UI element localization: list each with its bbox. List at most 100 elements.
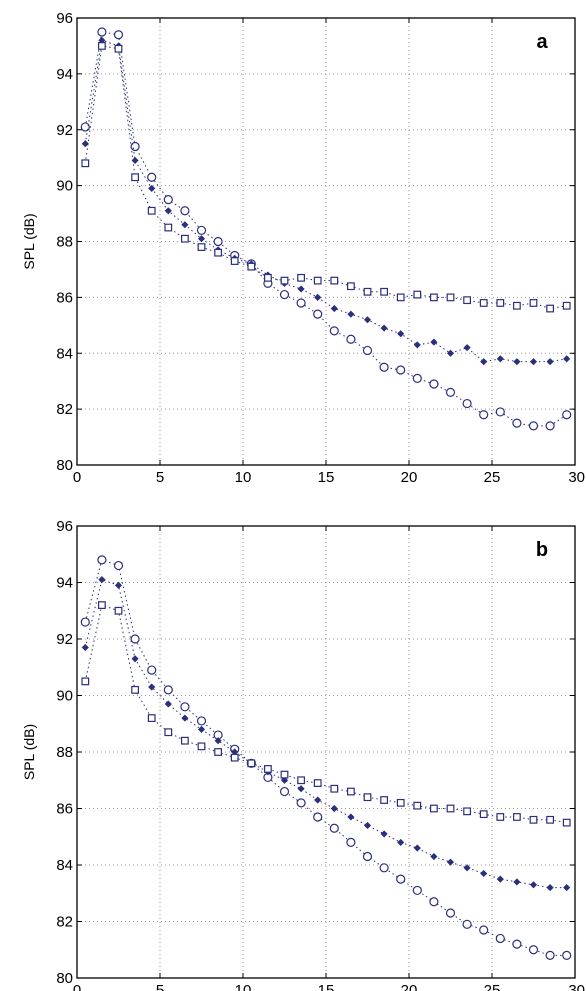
circle-marker: [80, 122, 90, 132]
circle-marker: [495, 407, 505, 417]
square-marker: [479, 810, 488, 819]
diamond-marker: [397, 838, 405, 846]
y-tick-label: 88: [56, 234, 73, 251]
diamond-marker: [148, 184, 156, 192]
square-marker: [197, 243, 206, 251]
square-marker: [546, 815, 554, 824]
diamond-marker: [131, 655, 139, 663]
circle-marker: [213, 236, 223, 247]
y-tick-label: 92: [56, 122, 73, 139]
square-marker: [330, 276, 339, 285]
diamond-marker: [114, 581, 123, 589]
diamond-marker: [546, 358, 554, 366]
circle-marker: [412, 885, 422, 896]
diamond-marker: [463, 864, 471, 872]
circle-marker: [512, 418, 522, 428]
circle-marker: [163, 194, 173, 205]
square-marker: [446, 293, 455, 302]
circle-marker: [180, 702, 190, 712]
series-line: [84, 31, 567, 427]
y-tick-label: 92: [56, 631, 73, 648]
diamond-marker: [363, 316, 372, 324]
circle-marker: [495, 933, 505, 944]
square-marker: [363, 287, 372, 296]
diamond-marker: [480, 358, 488, 366]
diamond-marker: [463, 344, 471, 352]
diamond-marker: [98, 576, 106, 584]
x-tick-label: 15: [318, 982, 335, 991]
diamond-marker: [513, 878, 521, 886]
diamond-marker: [197, 725, 206, 733]
y-tick-label: 86: [56, 289, 73, 306]
circle-marker: [479, 410, 489, 420]
y-tick-label: 88: [56, 744, 73, 761]
y-tick-label: 82: [56, 914, 73, 931]
circle-marker: [196, 716, 207, 726]
chart-panel-a: 0 5 10 15 20 25 30 80 82 84 86 88 90 92 94 96 SPL (dB) a: [21, 10, 585, 486]
series-square: [81, 601, 571, 827]
square-marker: [147, 206, 156, 215]
diamond-marker: [430, 852, 438, 861]
square-marker: [197, 742, 206, 751]
y-axis-label: SPL (dB): [21, 724, 37, 780]
circle-marker: [80, 617, 90, 627]
diamond-marker: [197, 235, 206, 243]
square-marker: [164, 223, 173, 232]
y-tick-label: 94: [56, 575, 73, 592]
diamond-marker: [330, 804, 338, 813]
circle-marker: [362, 345, 373, 356]
circle-marker: [329, 823, 339, 833]
diamond-marker: [529, 358, 538, 366]
diamond-marker: [446, 349, 455, 357]
diamond-marker: [413, 844, 421, 852]
square-marker: [97, 601, 106, 609]
circle-marker: [462, 398, 472, 409]
circle-marker: [412, 373, 422, 383]
diamond-marker: [513, 358, 521, 366]
circle-marker: [163, 685, 173, 695]
x-tick-label: 5: [156, 982, 164, 991]
circle-marker: [196, 225, 207, 235]
square-marker: [131, 173, 140, 182]
circle-marker: [429, 379, 439, 389]
square-marker: [330, 784, 339, 793]
diamond-marker: [563, 884, 571, 892]
circle-marker: [379, 362, 389, 372]
diamond-marker: [314, 293, 322, 301]
diamond-marker: [181, 714, 189, 722]
square-marker: [313, 276, 322, 285]
y-tick-label: 84: [56, 345, 73, 362]
square-marker: [512, 301, 521, 310]
square-marker: [264, 273, 272, 282]
square-marker: [297, 273, 305, 282]
circle-marker: [512, 939, 522, 949]
diamond-marker: [413, 341, 421, 349]
square-marker: [214, 248, 223, 257]
circle-marker: [528, 945, 539, 955]
y-tick-label: 96: [56, 10, 73, 27]
square-marker: [164, 728, 173, 737]
circle-marker: [562, 950, 572, 961]
square-marker: [347, 282, 355, 291]
diamond-marker: [314, 796, 322, 804]
diamond-marker: [164, 700, 172, 708]
circle-marker: [545, 950, 555, 961]
square-marker: [512, 813, 521, 821]
chart-panel-b: 0 5 10 15 20 25 30 80 82 84 86 88 90 92 94 96 SPL (dB) b: [21, 518, 585, 991]
x-tick-label: 30: [568, 982, 585, 991]
diamond-marker: [347, 813, 355, 821]
diamond-marker: [297, 785, 305, 793]
x-tick-label: 5: [156, 469, 164, 486]
square-marker: [81, 677, 90, 686]
square-marker: [147, 714, 156, 722]
square-marker: [413, 290, 422, 299]
x-tick-label: 25: [484, 469, 501, 486]
diamond-marker: [164, 207, 172, 215]
circle-marker: [296, 298, 306, 308]
y-tick-label: 80: [56, 457, 73, 474]
y-tick-label: 80: [56, 970, 73, 987]
diamond-marker: [546, 884, 554, 892]
square-marker: [280, 770, 289, 779]
y-tick-label: 90: [56, 178, 73, 195]
diamond-marker: [81, 140, 89, 148]
